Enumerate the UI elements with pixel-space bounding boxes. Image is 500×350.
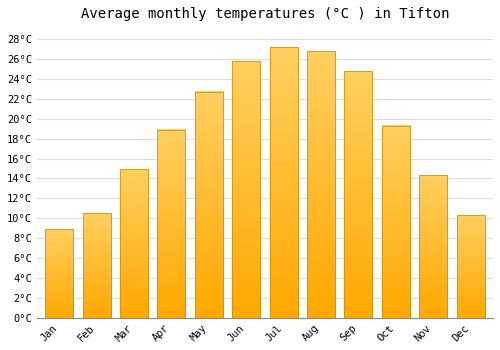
Bar bbox=[45, 229, 74, 318]
Bar bbox=[382, 126, 410, 318]
Bar bbox=[456, 215, 484, 318]
Bar bbox=[270, 47, 297, 318]
Bar bbox=[232, 61, 260, 318]
Bar bbox=[419, 175, 447, 318]
Bar bbox=[158, 130, 186, 318]
Bar bbox=[344, 71, 372, 318]
Title: Average monthly temperatures (°C ) in Tifton: Average monthly temperatures (°C ) in Ti… bbox=[80, 7, 449, 21]
Bar bbox=[120, 169, 148, 318]
Bar bbox=[82, 213, 110, 318]
Bar bbox=[307, 51, 335, 318]
Bar bbox=[195, 92, 223, 318]
